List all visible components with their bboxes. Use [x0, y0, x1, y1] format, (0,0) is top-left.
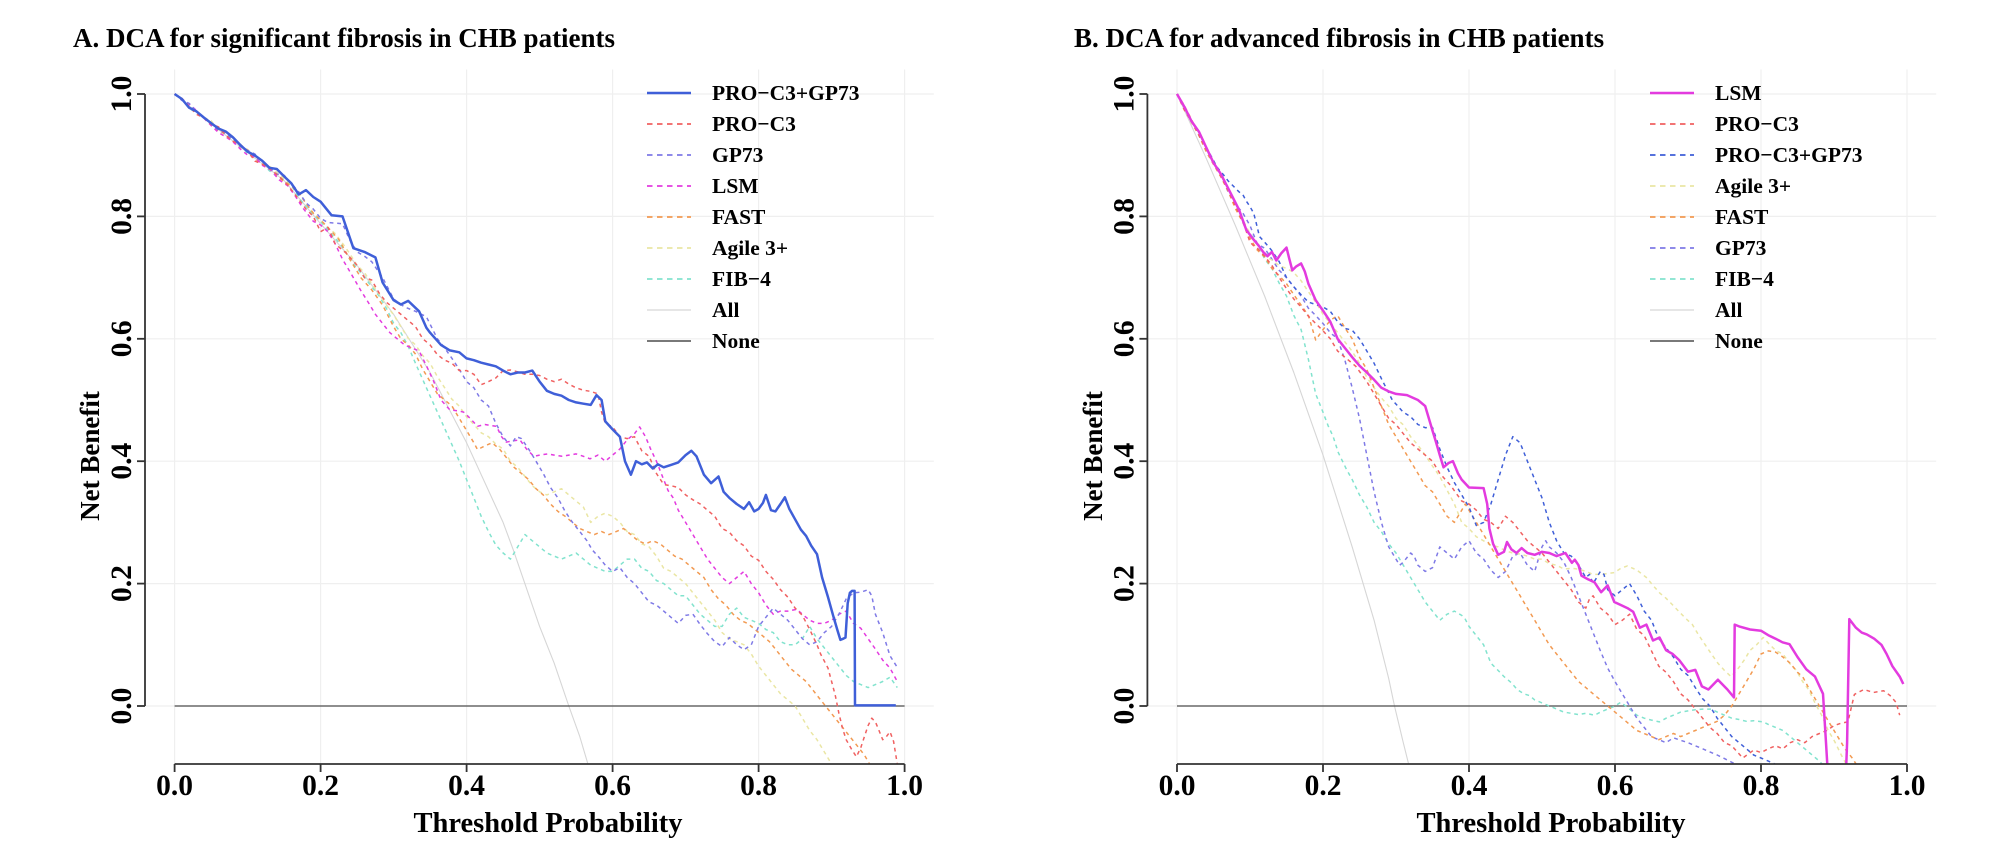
svg-text:0.2: 0.2: [106, 565, 138, 602]
svg-text:0.6: 0.6: [1108, 320, 1140, 357]
svg-text:0.0: 0.0: [106, 688, 138, 725]
svg-text:PRO−C3: PRO−C3: [1715, 112, 1799, 136]
svg-text:0.2: 0.2: [1108, 565, 1140, 602]
svg-text:0.6: 0.6: [1597, 770, 1634, 802]
svg-text:1.0: 1.0: [1108, 76, 1140, 113]
svg-text:None: None: [1715, 329, 1763, 353]
svg-text:0.8: 0.8: [106, 198, 138, 235]
svg-text:0.8: 0.8: [740, 770, 777, 802]
svg-text:B. DCA for advanced fibrosis i: B. DCA for advanced fibrosis in CHB pati…: [1074, 23, 1604, 53]
svg-text:0.8: 0.8: [1743, 770, 1780, 802]
svg-text:FAST: FAST: [1715, 205, 1769, 229]
svg-text:All: All: [1715, 298, 1743, 322]
svg-text:Agile 3+: Agile 3+: [1715, 174, 1791, 198]
svg-text:0.4: 0.4: [1108, 443, 1140, 480]
svg-text:0.0: 0.0: [1108, 688, 1140, 725]
svg-text:FIB−4: FIB−4: [712, 267, 771, 291]
svg-text:1.0: 1.0: [106, 76, 138, 113]
svg-text:0.4: 0.4: [1451, 770, 1488, 802]
svg-text:FIB−4: FIB−4: [1715, 267, 1774, 291]
svg-text:PRO−C3+GP73: PRO−C3+GP73: [1715, 143, 1863, 167]
svg-text:Threshold Probability: Threshold Probability: [1417, 808, 1686, 839]
svg-text:None: None: [712, 329, 760, 353]
svg-text:0.4: 0.4: [106, 443, 138, 480]
svg-text:0.4: 0.4: [448, 770, 485, 802]
svg-text:Agile 3+: Agile 3+: [712, 236, 788, 260]
svg-text:Net Benefit: Net Benefit: [75, 391, 105, 521]
svg-text:Threshold Probability: Threshold Probability: [414, 808, 683, 839]
svg-text:0.6: 0.6: [106, 320, 138, 357]
svg-text:1.0: 1.0: [886, 770, 923, 802]
svg-text:PRO−C3: PRO−C3: [712, 112, 796, 136]
svg-text:0.2: 0.2: [1305, 770, 1342, 802]
svg-text:0.0: 0.0: [1159, 770, 1196, 802]
svg-text:0.8: 0.8: [1108, 198, 1140, 235]
svg-text:0.0: 0.0: [156, 770, 193, 802]
svg-text:Net Benefit: Net Benefit: [1078, 391, 1108, 521]
svg-text:0.6: 0.6: [594, 770, 631, 802]
svg-text:LSM: LSM: [712, 174, 759, 198]
svg-text:GP73: GP73: [1715, 236, 1767, 260]
svg-text:All: All: [712, 298, 740, 322]
svg-text:1.0: 1.0: [1889, 770, 1926, 802]
svg-text:GP73: GP73: [712, 143, 764, 167]
svg-text:0.2: 0.2: [302, 770, 339, 802]
svg-text:FAST: FAST: [712, 205, 766, 229]
svg-text:PRO−C3+GP73: PRO−C3+GP73: [712, 81, 860, 105]
svg-text:A. DCA for significant fibrosi: A. DCA for significant fibrosis in CHB p…: [73, 23, 615, 53]
svg-text:LSM: LSM: [1715, 81, 1762, 105]
